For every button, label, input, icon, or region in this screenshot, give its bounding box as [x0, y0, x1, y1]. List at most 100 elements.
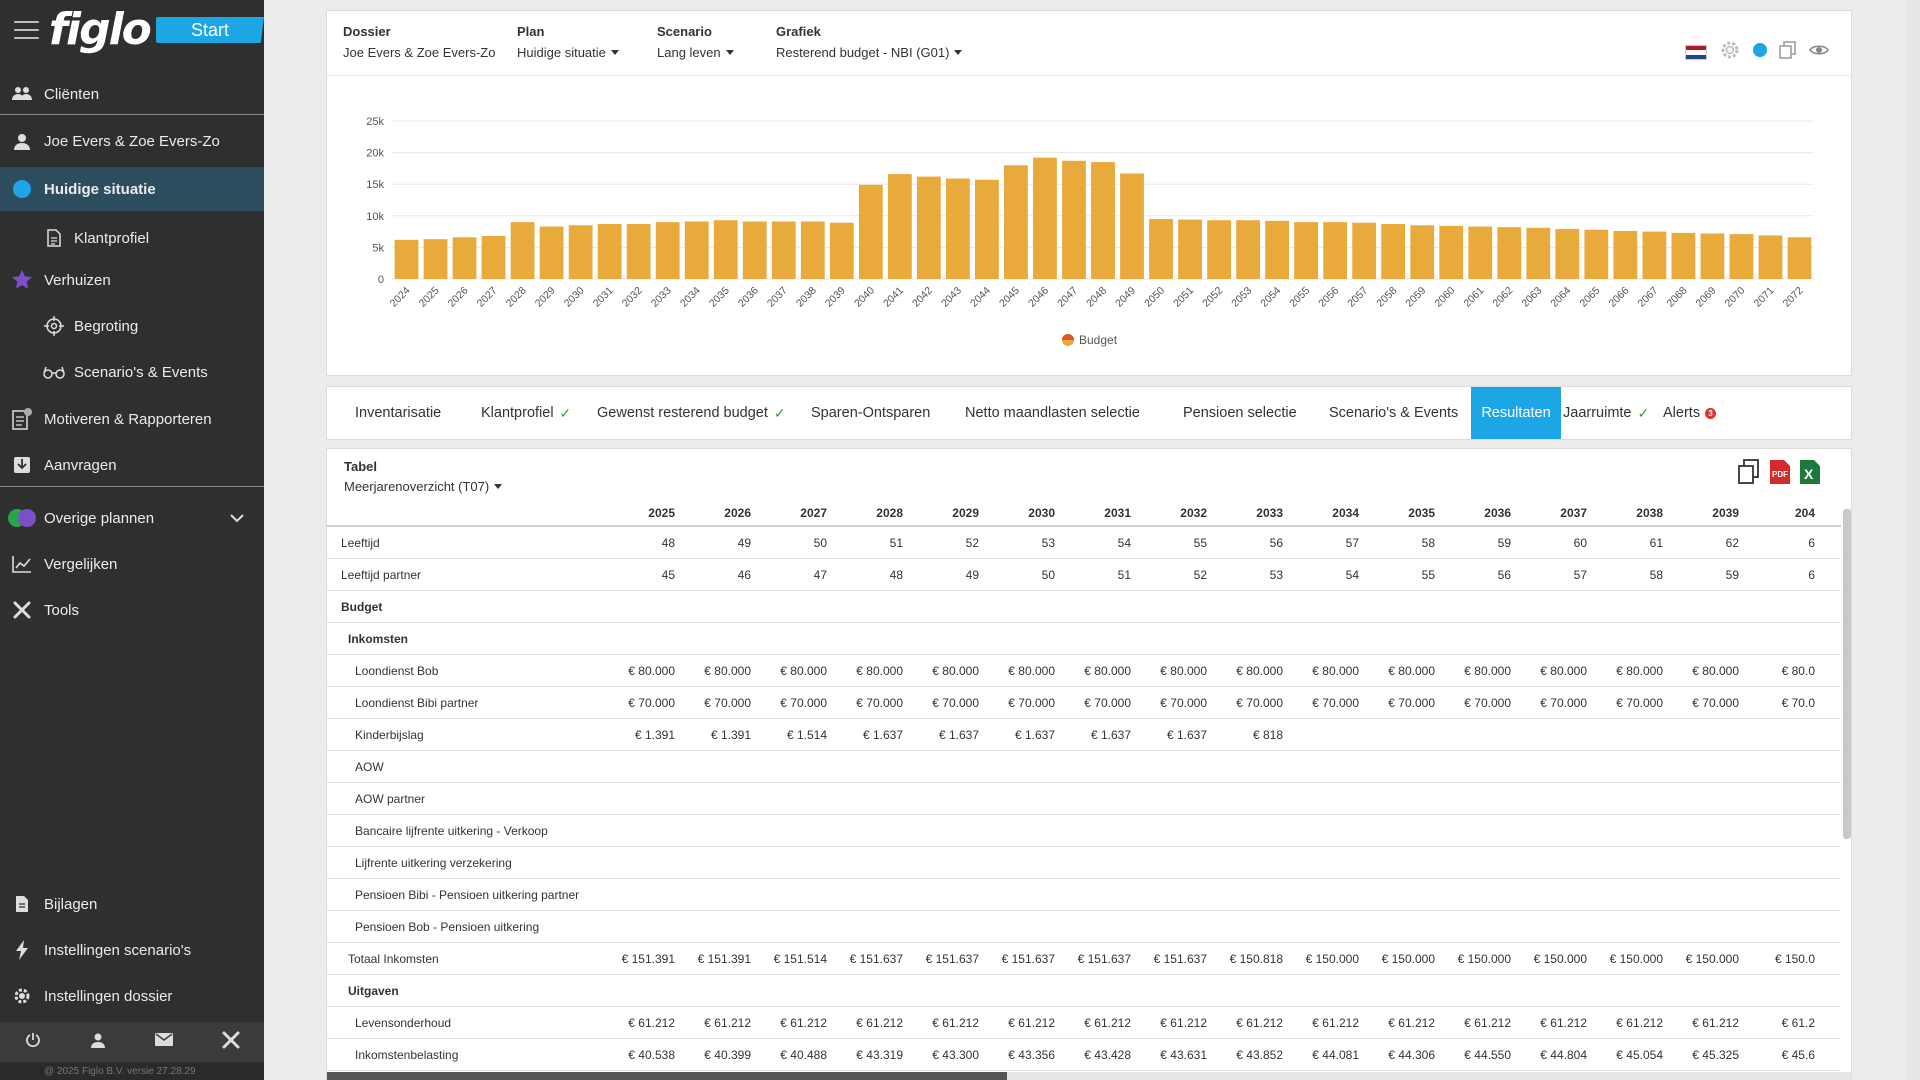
- bar[interactable]: [1178, 219, 1202, 279]
- tools-icon[interactable]: [222, 1031, 240, 1054]
- scrollbar-thumb[interactable]: [327, 1072, 1007, 1080]
- bar[interactable]: [597, 224, 622, 279]
- bar[interactable]: [394, 239, 419, 279]
- excel-icon[interactable]: X: [1799, 459, 1821, 490]
- plan-dropdown[interactable]: Huidige situatie: [517, 45, 619, 60]
- bar[interactable]: [1526, 227, 1551, 279]
- tab-sparen-ontsparen[interactable]: Sparen-Ontsparen: [811, 387, 930, 439]
- bar[interactable]: [1294, 222, 1319, 279]
- gear-icon[interactable]: [1719, 39, 1741, 66]
- bar[interactable]: [1787, 237, 1812, 279]
- bar[interactable]: [626, 224, 651, 279]
- page-scrollbar[interactable]: [1906, 0, 1920, 1080]
- sidebar-item-instellingen-dossier[interactable]: Instellingen dossier: [0, 976, 264, 1016]
- sidebar-item-begroting[interactable]: Begroting: [0, 306, 264, 346]
- sidebar-item-motiveren[interactable]: Motiveren & Rapporteren: [0, 399, 264, 439]
- bar[interactable]: [539, 226, 564, 279]
- bar[interactable]: [1236, 220, 1261, 279]
- sidebar-item-dossier[interactable]: Joe Evers & Zoe Evers-Zo: [0, 121, 264, 161]
- sidebar-item-verhuizen[interactable]: Verhuizen: [0, 260, 264, 300]
- bar[interactable]: [858, 184, 883, 279]
- legend-label[interactable]: Budget: [1079, 333, 1118, 347]
- bar[interactable]: [1758, 235, 1783, 279]
- sidebar-item-clienten[interactable]: Cliënten: [0, 74, 264, 114]
- sidebar-item-scenarios-events[interactable]: Scenario's & Events: [0, 352, 264, 392]
- menu-icon[interactable]: [14, 21, 39, 39]
- bar[interactable]: [887, 174, 912, 279]
- tab-netto-maandlasten-selectie[interactable]: Netto maandlasten selectie: [965, 387, 1140, 439]
- chevron-down-icon[interactable]: [230, 510, 244, 527]
- copy-icon[interactable]: [1737, 459, 1761, 490]
- tab-pensioen-selectie[interactable]: Pensioen selectie: [1183, 387, 1297, 439]
- bar[interactable]: [1671, 232, 1696, 279]
- tab-gewenst-resterend-budget[interactable]: Gewenst resterend budget ✓: [597, 387, 786, 439]
- bar[interactable]: [452, 237, 477, 279]
- table-horizontal-scrollbar[interactable]: [327, 1072, 1851, 1080]
- bar[interactable]: [1207, 220, 1231, 279]
- x-tick-label: 2039: [823, 285, 848, 310]
- tab-jaarruimte[interactable]: Jaarruimte ✓: [1563, 387, 1649, 439]
- bar[interactable]: [1613, 230, 1638, 279]
- bar[interactable]: [1555, 229, 1580, 279]
- bar[interactable]: [1410, 225, 1435, 279]
- bar[interactable]: [1381, 224, 1406, 279]
- table-vertical-scrollbar[interactable]: [1843, 509, 1851, 839]
- table-cell: € 70.000: [856, 695, 903, 710]
- sidebar-item-huidige-situatie[interactable]: Huidige situatie: [0, 167, 264, 211]
- sidebar-item-klantprofiel[interactable]: Klantprofiel: [0, 218, 264, 258]
- tab-scenario-s-events[interactable]: Scenario's & Events: [1329, 387, 1458, 439]
- sidebar-item-overige-plannen[interactable]: Overige plannen: [0, 498, 264, 538]
- sidebar-item-instellingen-scenarios[interactable]: Instellingen scenario's: [0, 930, 264, 970]
- bar[interactable]: [1729, 234, 1754, 279]
- bar[interactable]: [510, 222, 535, 279]
- table-select[interactable]: Meerjarenoverzicht (T07): [344, 479, 503, 494]
- bar[interactable]: [1468, 226, 1493, 279]
- sidebar-item-bijlagen[interactable]: Bijlagen: [0, 884, 264, 924]
- tab-resultaten[interactable]: Resultaten: [1471, 387, 1561, 439]
- power-icon[interactable]: [25, 1032, 41, 1053]
- dutch-flag-icon[interactable]: [1685, 45, 1707, 60]
- status-dot-icon[interactable]: [1753, 43, 1767, 62]
- sidebar-item-aanvragen[interactable]: Aanvragen: [0, 445, 264, 485]
- bar[interactable]: [916, 176, 941, 279]
- bar[interactable]: [1091, 162, 1115, 279]
- bar[interactable]: [1265, 220, 1290, 279]
- bar[interactable]: [423, 239, 448, 279]
- bar[interactable]: [713, 220, 738, 279]
- sidebar-item-tools[interactable]: Tools: [0, 590, 264, 630]
- eye-icon[interactable]: [1809, 43, 1829, 62]
- copy-icon[interactable]: [1779, 41, 1797, 64]
- bar[interactable]: [975, 179, 999, 279]
- bar[interactable]: [684, 221, 709, 279]
- tab-alerts[interactable]: Alerts 3: [1663, 387, 1717, 439]
- bar[interactable]: [1352, 222, 1377, 279]
- bar[interactable]: [568, 225, 593, 279]
- bar[interactable]: [1642, 231, 1667, 279]
- bar[interactable]: [481, 236, 506, 279]
- start-button[interactable]: Start: [155, 17, 264, 43]
- scenario-dropdown[interactable]: Lang leven: [657, 45, 734, 60]
- bar[interactable]: [1584, 229, 1609, 279]
- bar[interactable]: [1033, 157, 1057, 279]
- bar[interactable]: [945, 178, 970, 279]
- user-icon[interactable]: [90, 1032, 106, 1053]
- bar[interactable]: [800, 221, 825, 279]
- bar[interactable]: [1004, 165, 1028, 279]
- bar[interactable]: [1323, 222, 1348, 279]
- bar[interactable]: [1149, 218, 1173, 279]
- tab-klantprofiel[interactable]: Klantprofiel ✓: [481, 387, 571, 439]
- grafiek-dropdown[interactable]: Resterend budget - NBI (G01): [776, 45, 963, 60]
- bar[interactable]: [1497, 227, 1522, 279]
- bar[interactable]: [1439, 225, 1464, 279]
- bar[interactable]: [1062, 160, 1086, 279]
- mail-icon[interactable]: [154, 1033, 173, 1051]
- bar[interactable]: [655, 222, 680, 279]
- tab-inventarisatie[interactable]: Inventarisatie: [355, 387, 441, 439]
- sidebar-item-vergelijken[interactable]: Vergelijken: [0, 544, 264, 584]
- bar[interactable]: [1700, 233, 1725, 279]
- bar[interactable]: [742, 221, 767, 279]
- bar[interactable]: [829, 222, 854, 279]
- bar[interactable]: [1120, 173, 1144, 279]
- bar[interactable]: [771, 221, 796, 279]
- pdf-icon[interactable]: PDF: [1769, 459, 1791, 490]
